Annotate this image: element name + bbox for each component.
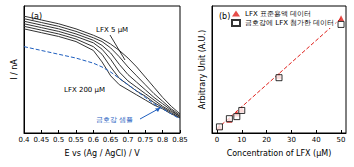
svg-text:LFX 5 μM: LFX 5 μM [96, 26, 128, 34]
svg-text:(b): (b) [219, 12, 230, 21]
svg-text:40: 40 [312, 136, 321, 144]
svg-text:0.7: 0.7 [122, 136, 133, 144]
svg-text:LFX 200 μM: LFX 200 μM [64, 86, 105, 94]
svg-text:0.6: 0.6 [88, 136, 100, 144]
svg-text:I / nA: I / nA [10, 59, 19, 80]
svg-text:20: 20 [262, 136, 271, 144]
svg-text:0: 0 [215, 136, 219, 144]
svg-text:금호강 샘플: 금호강 샘플 [96, 116, 133, 124]
svg-text:(a): (a) [31, 12, 42, 21]
svg-text:0.8: 0.8 [157, 136, 168, 144]
svg-text:0.75: 0.75 [138, 136, 154, 144]
svg-text:0.5: 0.5 [53, 136, 64, 144]
svg-text:금호강에 LFX 첨가한 데이터: 금호강에 LFX 첨가한 데이터 [245, 19, 334, 27]
svg-text:Concentration of LFX (μM): Concentration of LFX (μM) [227, 149, 332, 158]
svg-text:0.4: 0.4 [18, 136, 30, 144]
svg-text:10: 10 [237, 136, 246, 144]
svg-text:Arbitrary Unit (A.U.): Arbitrary Unit (A.U.) [198, 30, 207, 109]
svg-text:50: 50 [337, 136, 346, 144]
svg-text:0.45: 0.45 [34, 136, 50, 144]
svg-text:0.65: 0.65 [103, 136, 119, 144]
svg-text:0.85: 0.85 [172, 136, 188, 144]
svg-text:0.55: 0.55 [68, 136, 84, 144]
svg-text:E vs (Ag / AgCl) / V: E vs (Ag / AgCl) / V [64, 149, 140, 158]
svg-text:30: 30 [287, 136, 296, 144]
svg-text:LFX 표준용액 데이터: LFX 표준용액 데이터 [245, 10, 311, 18]
